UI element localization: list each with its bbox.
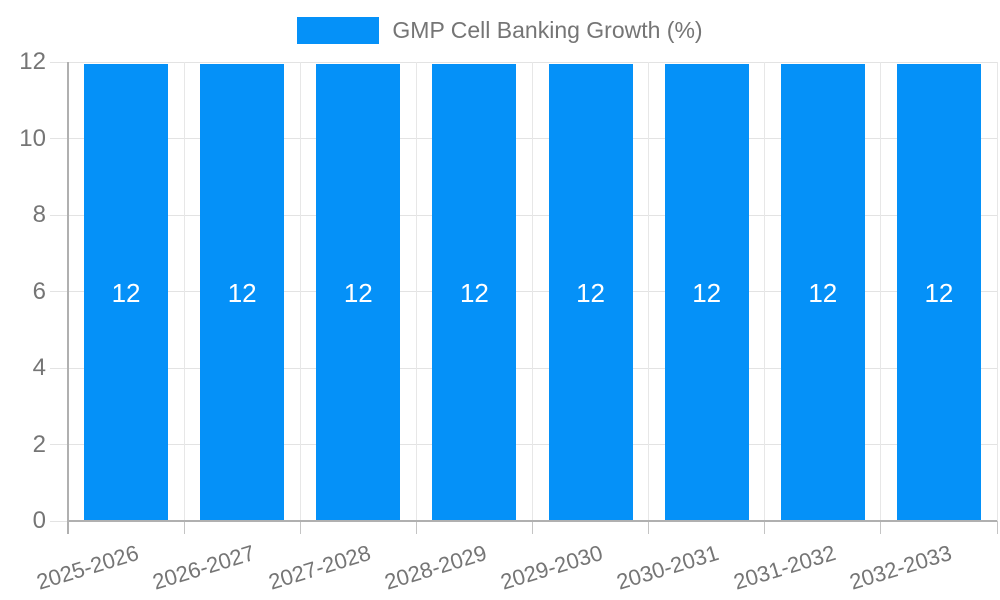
x-axis-tick <box>880 521 882 534</box>
category-boundary-line <box>183 62 185 521</box>
category-boundary-line <box>764 62 766 521</box>
x-axis-label: 2025-2026 <box>33 540 142 595</box>
x-axis-label: 2027-2028 <box>265 540 374 595</box>
bar[interactable] <box>316 64 401 521</box>
gridline <box>50 138 997 139</box>
y-axis-label: 0 <box>32 507 46 534</box>
x-axis-label: 2031-2032 <box>730 540 839 595</box>
bar-value-label: 12 <box>576 277 606 308</box>
bar[interactable] <box>896 64 981 521</box>
x-axis-tick <box>996 521 998 534</box>
bar-value-label: 12 <box>111 277 141 308</box>
x-axis-tick <box>764 521 766 534</box>
x-axis-label: 2032-2033 <box>846 540 955 595</box>
legend[interactable]: GMP Cell Banking Growth (%) <box>0 17 1000 44</box>
y-axis-label: 4 <box>32 354 46 381</box>
category-boundary-line <box>880 62 882 521</box>
legend-label: GMP Cell Banking Growth (%) <box>392 17 703 43</box>
x-axis-label: 2028-2029 <box>381 540 490 595</box>
x-axis-label: 2030-2031 <box>614 540 722 595</box>
bar-value-label: 12 <box>924 277 954 308</box>
x-axis-tick <box>532 521 533 534</box>
x-axis-tick <box>415 521 417 534</box>
gridline <box>50 61 997 63</box>
legend-swatch <box>297 17 380 44</box>
gridline <box>50 291 997 292</box>
bar[interactable] <box>780 64 865 521</box>
bar[interactable] <box>664 64 749 521</box>
x-axis-label: 2026-2027 <box>149 540 258 595</box>
bar[interactable] <box>84 64 169 521</box>
bar[interactable] <box>200 64 285 521</box>
bar-value-label: 12 <box>343 277 373 308</box>
y-axis-label: 8 <box>32 201 46 228</box>
category-boundary-line <box>415 62 417 521</box>
bar-value-label: 12 <box>459 277 489 308</box>
y-axis-label: 2 <box>32 430 46 458</box>
y-axis-label: 10 <box>19 124 46 152</box>
bar[interactable] <box>432 64 517 521</box>
bar-value-label: 12 <box>808 277 838 308</box>
y-axis-line <box>67 62 69 534</box>
gridline <box>50 444 997 445</box>
category-boundary-line <box>648 62 650 521</box>
y-axis-label: 6 <box>32 277 46 305</box>
gridline <box>50 214 997 216</box>
bar-value-label: 12 <box>227 277 257 308</box>
x-axis-tick <box>648 521 650 534</box>
category-boundary-line <box>996 62 998 521</box>
category-boundary-line <box>299 62 301 521</box>
x-axis-label: 2029-2030 <box>497 540 606 595</box>
gridline <box>50 367 997 369</box>
category-boundary-line <box>532 62 533 521</box>
x-axis-tick <box>183 521 185 534</box>
bar-value-label: 12 <box>692 277 722 308</box>
y-axis-label: 12 <box>19 48 46 75</box>
x-axis-line <box>67 520 997 522</box>
bar[interactable] <box>548 64 633 521</box>
x-axis-tick <box>299 521 301 534</box>
